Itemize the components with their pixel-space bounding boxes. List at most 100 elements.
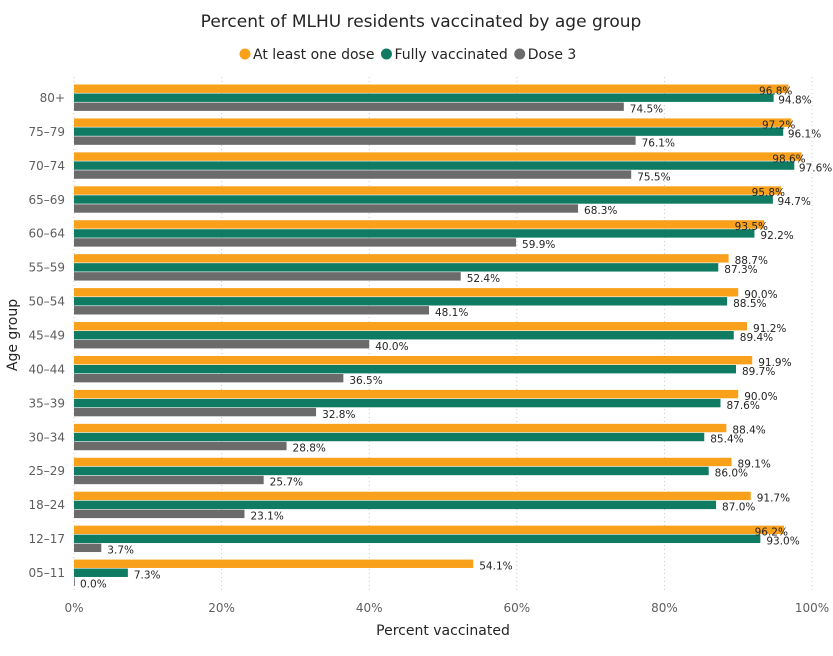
bar bbox=[74, 161, 795, 170]
x-tick-label: 0% bbox=[64, 601, 83, 615]
bar bbox=[74, 509, 245, 519]
data-label: 32.8% bbox=[322, 409, 355, 421]
bar bbox=[74, 491, 751, 501]
bar bbox=[74, 297, 728, 306]
data-label: 25.7% bbox=[270, 477, 303, 489]
y-tick-label: 18–24 bbox=[28, 498, 65, 512]
bar bbox=[74, 127, 784, 136]
y-tick-label: 12–17 bbox=[28, 532, 65, 546]
data-label: 59.9% bbox=[522, 239, 555, 251]
legend-marker bbox=[380, 48, 392, 60]
y-tick-label: 65–69 bbox=[28, 193, 65, 207]
data-label: 85.4% bbox=[710, 434, 743, 446]
y-tick-label: 45–49 bbox=[28, 329, 65, 343]
bar bbox=[74, 272, 461, 281]
data-label: 92.2% bbox=[760, 230, 793, 242]
y-tick-label: 55–59 bbox=[28, 261, 65, 275]
y-tick-label: 50–54 bbox=[28, 295, 65, 309]
bar bbox=[74, 534, 761, 544]
bar bbox=[74, 525, 784, 535]
x-tick-label: 80% bbox=[651, 601, 678, 615]
bar bbox=[74, 204, 579, 213]
data-label: 28.8% bbox=[293, 443, 326, 455]
data-label: 52.4% bbox=[467, 273, 500, 285]
bar bbox=[74, 441, 287, 451]
data-labels: 96.8%94.8% 74.5% 97.2%96.1% 76.1% 98.6%97.6%… bbox=[80, 85, 832, 590]
bar bbox=[74, 543, 102, 553]
bar bbox=[74, 340, 370, 349]
y-axis-ticks: 80+ 75–79 70–74 65–69 60–64 55–59 50–54 45–49 40… bbox=[28, 91, 65, 580]
bar bbox=[74, 288, 739, 297]
bar bbox=[74, 475, 264, 485]
y-axis-label: Age group bbox=[5, 299, 21, 371]
legend-marker bbox=[514, 48, 526, 60]
data-label: 48.1% bbox=[435, 307, 468, 319]
data-label: 98.6% bbox=[772, 153, 805, 165]
legend-label: At least one dose bbox=[253, 47, 374, 63]
bar bbox=[74, 577, 75, 586]
data-label: 54.1% bbox=[479, 560, 512, 572]
y-tick-label: 35–39 bbox=[28, 396, 65, 410]
y-tick-label: 30–34 bbox=[28, 430, 65, 444]
bar bbox=[74, 423, 727, 433]
data-label: 74.5% bbox=[630, 103, 663, 115]
data-label: 88.7% bbox=[735, 255, 768, 267]
data-label: 96.8% bbox=[759, 85, 792, 97]
data-label: 68.3% bbox=[584, 205, 617, 217]
bar bbox=[74, 93, 774, 102]
data-label: 91.2% bbox=[753, 323, 786, 335]
y-tick-label: 40–44 bbox=[28, 362, 65, 376]
legend-label: Dose 3 bbox=[528, 47, 577, 63]
bar bbox=[74, 559, 474, 568]
data-label: 89.4% bbox=[740, 332, 773, 344]
bar bbox=[74, 364, 736, 374]
bar bbox=[74, 373, 344, 383]
data-label: 7.3% bbox=[134, 569, 161, 581]
data-label: 96.2% bbox=[755, 527, 788, 539]
bar bbox=[74, 238, 517, 247]
chart-title: Percent of MLHU residents vaccinated by … bbox=[201, 12, 642, 32]
data-label: 76.1% bbox=[642, 137, 675, 149]
bar bbox=[74, 84, 789, 93]
data-label: 36.5% bbox=[349, 375, 382, 387]
data-label: 94.7% bbox=[778, 196, 811, 208]
legend: At least one dose Fully vaccinated Dose 3 bbox=[239, 47, 577, 63]
data-label: 93.5% bbox=[735, 221, 768, 233]
legend-marker bbox=[239, 48, 251, 60]
bar bbox=[74, 389, 739, 399]
y-tick-label: 80+ bbox=[40, 91, 65, 105]
data-label: 97.6% bbox=[799, 162, 832, 174]
y-tick-label: 75–79 bbox=[28, 125, 65, 139]
bar bbox=[74, 229, 755, 238]
bar bbox=[74, 186, 782, 195]
data-label: 93.0% bbox=[766, 536, 799, 548]
x-axis-ticks: 0% 20% 40% 60% 80% 100% bbox=[64, 601, 829, 615]
bar bbox=[74, 195, 773, 204]
bar bbox=[74, 136, 636, 145]
data-label: 91.9% bbox=[758, 357, 791, 369]
x-axis-label: Percent vaccinated bbox=[376, 623, 510, 639]
bar bbox=[74, 170, 632, 179]
data-label: 90.0% bbox=[744, 289, 777, 301]
data-label: 88.4% bbox=[732, 425, 765, 437]
y-tick-label: 60–64 bbox=[28, 227, 65, 241]
legend-label: Fully vaccinated bbox=[394, 47, 507, 63]
bar bbox=[74, 398, 721, 408]
y-tick-label: 70–74 bbox=[28, 159, 65, 173]
x-tick-label: 40% bbox=[356, 601, 383, 615]
y-tick-label: 25–29 bbox=[28, 464, 65, 478]
data-label: 90.0% bbox=[744, 391, 777, 403]
data-label: 87.6% bbox=[726, 400, 759, 412]
bar bbox=[74, 118, 792, 127]
data-label: 88.5% bbox=[733, 298, 766, 310]
data-label: 3.7% bbox=[107, 545, 134, 557]
data-label: 87.3% bbox=[724, 264, 757, 276]
data-label: 87.0% bbox=[722, 502, 755, 514]
bar bbox=[74, 263, 719, 272]
data-label: 94.8% bbox=[778, 94, 811, 106]
bar bbox=[74, 457, 732, 467]
bar bbox=[74, 220, 765, 229]
data-label: 96.1% bbox=[788, 128, 821, 140]
data-label: 0.0% bbox=[80, 578, 107, 590]
